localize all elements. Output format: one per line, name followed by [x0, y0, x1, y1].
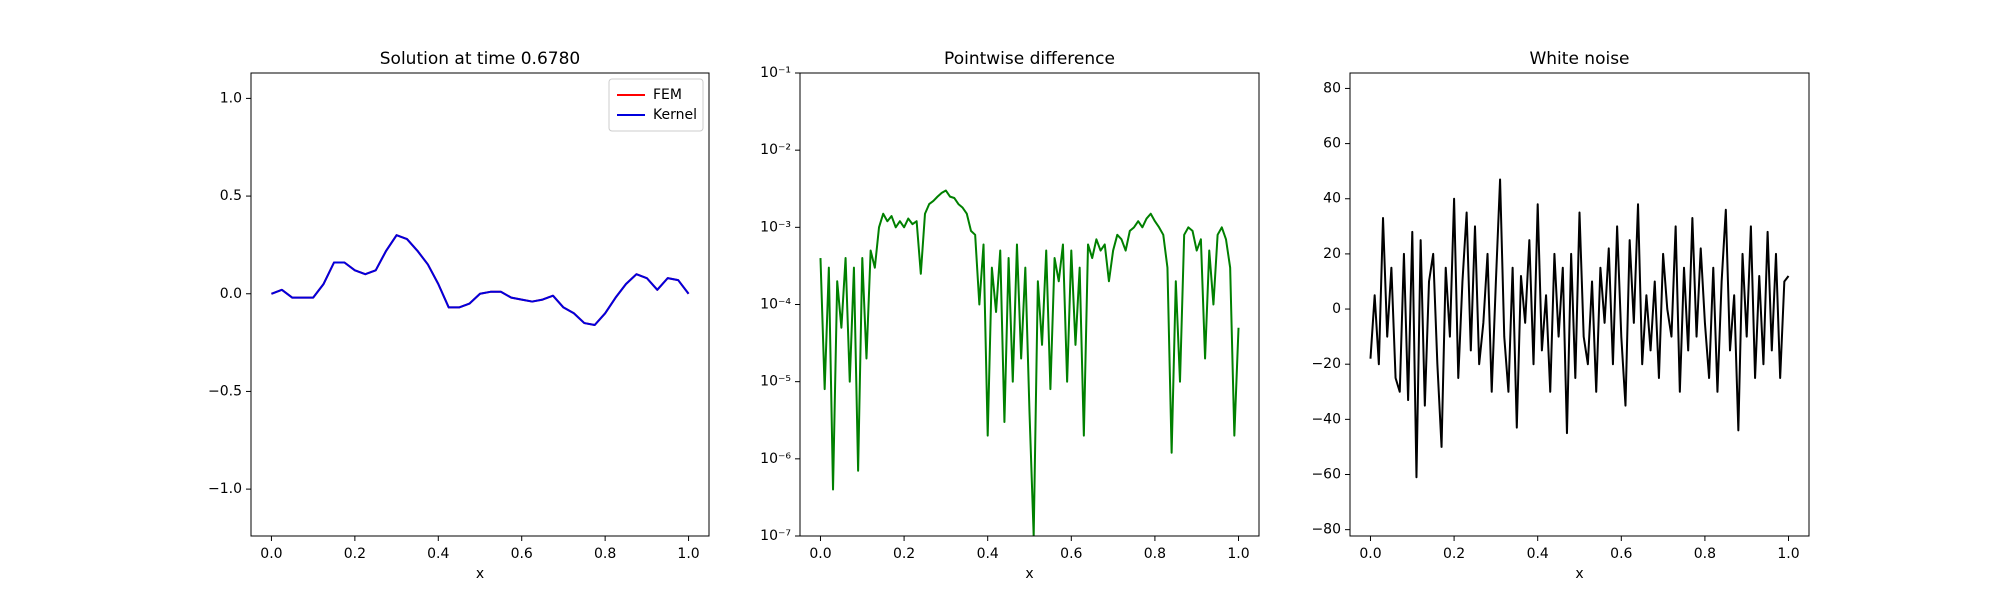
x-tick-label: 0.6 — [1610, 546, 1632, 562]
y-tick-label: 0 — [1332, 301, 1341, 317]
x-tick-label: 0.4 — [1527, 546, 1549, 562]
x-tick-label: 1.0 — [1227, 546, 1249, 562]
y-tick-label: 1.0 — [220, 90, 242, 106]
axes-frame — [1349, 72, 1810, 537]
x-axis-label: x — [1575, 566, 1583, 582]
data-line — [271, 234, 690, 327]
data-line — [819, 189, 1240, 536]
legend-box — [608, 78, 704, 132]
y-tick-label: 0.0 — [220, 286, 242, 302]
y-tick-label: 60 — [1323, 136, 1341, 152]
y-tick-label: 10⁻³ — [760, 219, 791, 235]
x-tick-label: 0.8 — [1694, 546, 1716, 562]
chart-title: Pointwise difference — [944, 49, 1115, 69]
y-tick-label: 40 — [1323, 191, 1341, 207]
y-tick-label: 20 — [1323, 246, 1341, 262]
x-tick-label: 0.2 — [344, 546, 366, 562]
y-tick-label: 80 — [1323, 80, 1341, 96]
y-tick-label: −20 — [1311, 356, 1341, 372]
x-tick-label: 0.4 — [427, 546, 449, 562]
x-axis-label: x — [476, 566, 484, 582]
y-tick-label: −1.0 — [208, 481, 242, 497]
axes-frame — [799, 72, 1260, 537]
y-tick-label: −80 — [1311, 522, 1341, 538]
x-tick-label: 0.0 — [260, 546, 282, 562]
y-tick-label: 10⁻⁶ — [760, 451, 791, 467]
legend-label: FEM — [653, 87, 682, 103]
y-tick-label: −60 — [1311, 467, 1341, 483]
chart-title: White noise — [1529, 49, 1629, 69]
chart-title: Solution at time 0.6780 — [380, 49, 580, 69]
x-tick-label: 0.6 — [1060, 546, 1082, 562]
x-axis-label: x — [1025, 566, 1033, 582]
y-tick-label: 10⁻¹ — [760, 65, 791, 81]
x-tick-label: 1.0 — [677, 546, 699, 562]
x-tick-label: 0.0 — [809, 546, 831, 562]
x-tick-label: 1.0 — [1777, 546, 1799, 562]
y-tick-label: −0.5 — [208, 383, 242, 399]
legend-label: Kernel — [653, 107, 697, 123]
x-tick-label: 0.4 — [977, 546, 999, 562]
y-tick-label: −40 — [1311, 411, 1341, 427]
data-line — [1369, 178, 1790, 479]
x-tick-label: 0.8 — [1144, 546, 1166, 562]
y-tick-label: 10⁻⁷ — [760, 528, 791, 544]
y-tick-label: 10⁻⁴ — [760, 297, 791, 313]
x-tick-label: 0.8 — [594, 546, 616, 562]
y-tick-label: 0.5 — [220, 188, 242, 204]
y-tick-label: 10⁻⁵ — [760, 374, 791, 390]
data-line — [271, 234, 690, 327]
axes-frame — [250, 72, 710, 537]
x-tick-label: 0.0 — [1359, 546, 1381, 562]
x-tick-label: 0.2 — [1443, 546, 1465, 562]
y-tick-label: 10⁻² — [760, 142, 791, 158]
x-tick-label: 0.2 — [893, 546, 915, 562]
x-tick-label: 0.6 — [511, 546, 533, 562]
